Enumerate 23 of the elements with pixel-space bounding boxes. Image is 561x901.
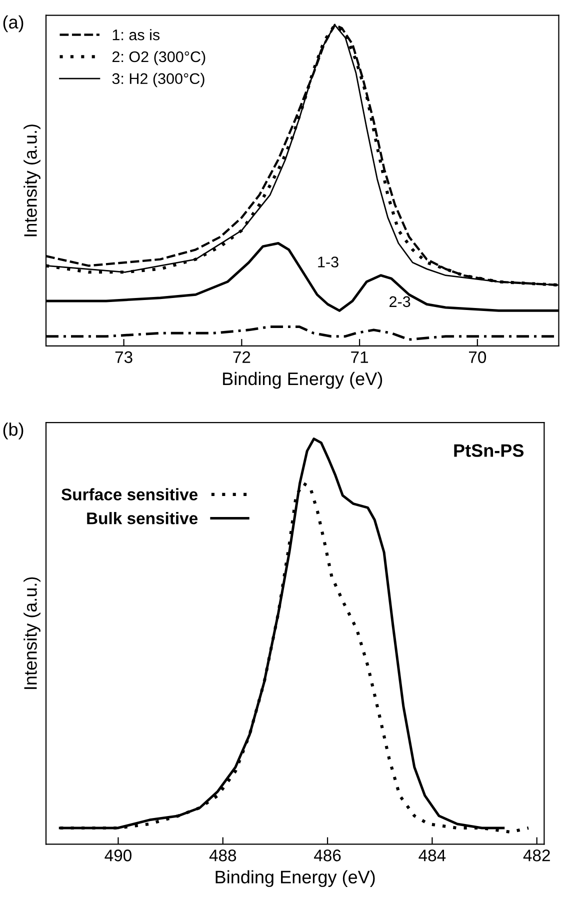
x-tick-label: 486: [314, 850, 341, 862]
legend-label: 2: O2 (300°C): [112, 50, 206, 66]
x-tick-label: 488: [209, 850, 236, 862]
annotation: 1-3: [318, 256, 338, 268]
x-axis-title: Binding Energy (eV): [223, 372, 382, 389]
x-tick-label: 70: [469, 351, 486, 364]
annotation: PtSn-PS: [454, 444, 524, 457]
legend-label: Bulk sensitive: [87, 512, 198, 524]
x-tick-label: 72: [233, 351, 250, 363]
legend-label: 1: as is: [112, 29, 160, 40]
x-tick-label: 73: [115, 351, 132, 364]
x-tick-label: 482: [523, 850, 550, 862]
legend-label: 3: H2 (300°C): [112, 72, 204, 88]
x-tick-label: 484: [418, 850, 446, 862]
annotation: 2-3: [390, 296, 410, 308]
y-axis-title: Intensity (a.u.): [24, 124, 40, 236]
x-tick-label: 490: [104, 850, 132, 862]
y-axis-title: Intensity (a.u.): [24, 577, 40, 689]
legend-label: Surface sensitive: [61, 488, 198, 500]
chart-title: (b): [3, 422, 24, 440]
chart-title: (a): [3, 15, 24, 32]
x-axis-title: Binding Energy (eV): [216, 870, 375, 888]
x-tick-label: 71: [351, 351, 368, 363]
